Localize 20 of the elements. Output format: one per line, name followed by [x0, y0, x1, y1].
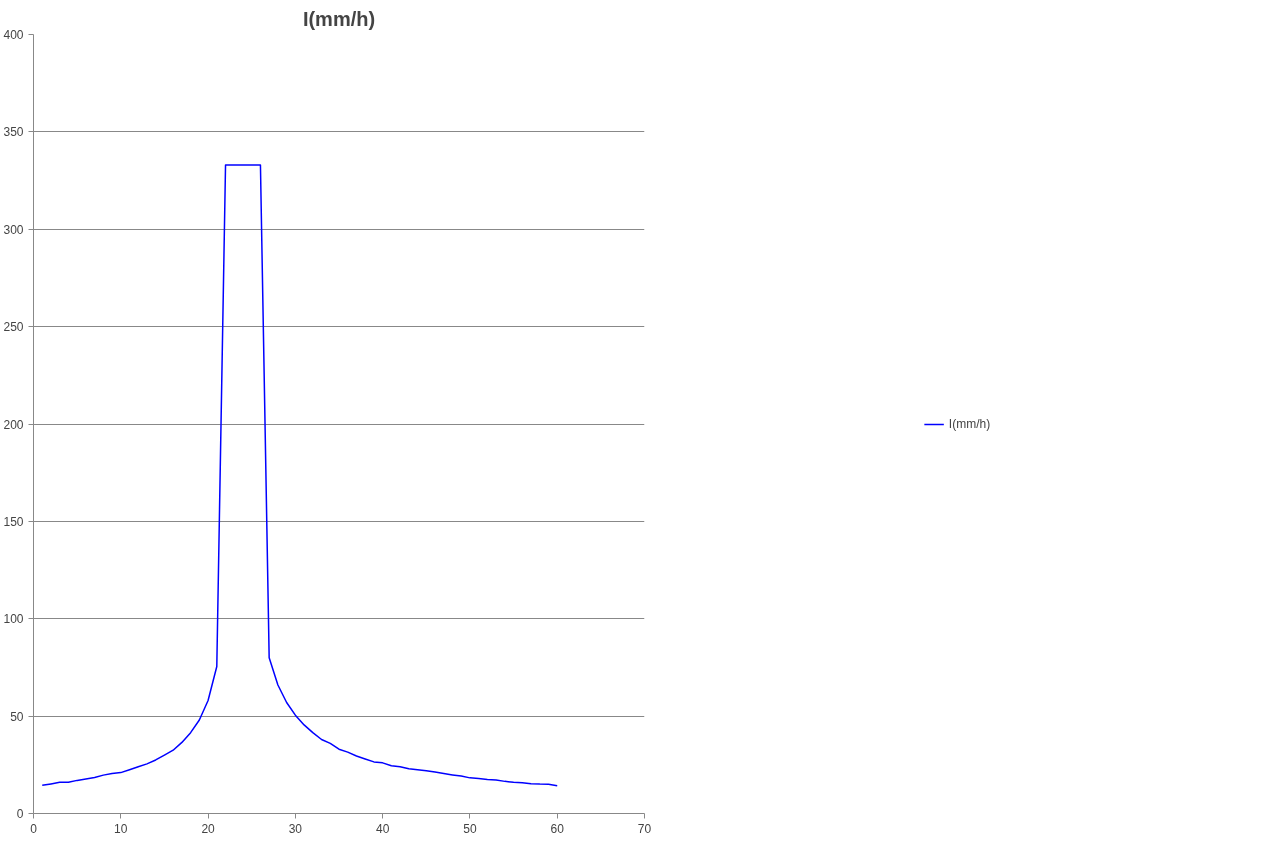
line-series	[41, 164, 558, 787]
x-tick-label: 10	[114, 821, 128, 836]
y-tick-label: 150	[3, 514, 24, 529]
y-tick-label: 200	[3, 417, 24, 432]
y-tick-label: 250	[3, 320, 24, 335]
y-tick-label: 100	[3, 612, 24, 627]
x-tick-label: 20	[201, 821, 216, 836]
x-tick-label: 50	[463, 821, 477, 836]
x-tick-label: 0	[30, 821, 38, 836]
x-tick-label: 70	[637, 821, 652, 836]
y-tick-label: 400	[3, 28, 24, 42]
y-tick-label: 0	[16, 807, 24, 821]
x-tick-label: 40	[375, 821, 390, 836]
x-tick-label: 60	[550, 821, 565, 836]
y-tick-label: 50	[10, 709, 24, 724]
x-tick-label: 30	[288, 821, 303, 836]
y-tick-label: 300	[3, 222, 24, 237]
y-tick-label: 350	[3, 125, 24, 140]
chart-title: I(mm/h)	[302, 7, 376, 30]
legend-label: I(mm/h)	[948, 416, 991, 431]
